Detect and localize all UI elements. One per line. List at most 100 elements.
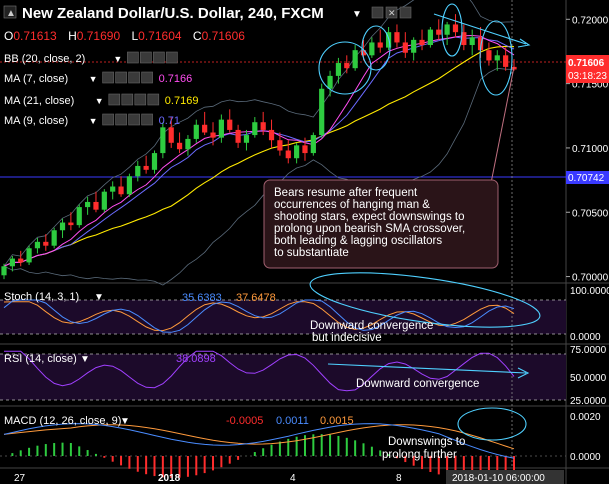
annotation-group xyxy=(309,3,541,441)
candle-body xyxy=(369,42,375,56)
indicator-tool-icon[interactable] xyxy=(141,113,153,126)
trend-arrow xyxy=(433,13,527,45)
indicator-tool-icon[interactable] xyxy=(166,51,178,64)
sub-axis-tick: 50.0000 xyxy=(570,373,607,384)
rsi-note: Downward convergence xyxy=(356,378,479,390)
rsi-band xyxy=(0,354,566,400)
svg-text:37.6478: 37.6478 xyxy=(236,292,276,304)
indicator-tool-icon[interactable] xyxy=(147,93,160,106)
annotation-circle xyxy=(441,3,463,57)
candle-body xyxy=(135,165,141,177)
indicator-tool-icon[interactable] xyxy=(153,51,165,64)
candle-body xyxy=(294,145,300,159)
svg-text:▼: ▼ xyxy=(80,354,90,365)
candle-body xyxy=(243,135,250,143)
candle-body xyxy=(227,119,233,130)
indicator-value: 0.7166 xyxy=(159,73,193,85)
indicator-label[interactable]: MA (7, close) xyxy=(4,73,68,85)
indicator-tool-icon[interactable] xyxy=(108,93,121,106)
candle-body xyxy=(335,63,342,76)
indicator-tool-icon[interactable] xyxy=(141,71,153,84)
candle-body xyxy=(43,241,49,246)
stoch-ellipse xyxy=(309,272,541,328)
sub-axis-tick: 75.0000 xyxy=(570,345,607,356)
marked-level-label: 0.70742 xyxy=(568,173,605,184)
indicator-tool-icon[interactable] xyxy=(128,113,140,126)
collapse-icon[interactable] xyxy=(3,5,17,19)
chevron-down-icon[interactable]: ▼ xyxy=(95,96,104,106)
candle-body xyxy=(444,24,450,35)
candle-body xyxy=(110,186,116,192)
candle-body xyxy=(477,37,484,51)
macd-line xyxy=(3,423,515,459)
candle-body xyxy=(202,124,208,133)
indicator-tool-icon[interactable] xyxy=(115,113,127,126)
sub-axis-tick: 0.0000 xyxy=(570,452,601,463)
sub-axis-tick: 100.0000 xyxy=(570,286,609,297)
candle-body xyxy=(360,50,367,56)
settings-icon[interactable] xyxy=(371,6,384,19)
indicator-tool-icon[interactable] xyxy=(140,51,152,64)
candle-body xyxy=(402,42,408,53)
price-tick: 0.72000 xyxy=(572,15,609,26)
candle-body xyxy=(210,132,216,138)
bb-lower-line xyxy=(3,67,515,286)
indicator-tool-icon[interactable] xyxy=(127,51,139,64)
countdown-label: 03:18:23 xyxy=(568,71,607,82)
indicator-label[interactable]: BB (20, close, 2) xyxy=(4,53,85,65)
candle-body xyxy=(51,230,57,246)
rsi-line xyxy=(4,350,515,392)
candle-body xyxy=(218,119,224,138)
rsi-arrow xyxy=(327,363,527,374)
indicator-tool-icon[interactable] xyxy=(115,71,127,84)
current-price-label: 0.71606 xyxy=(568,58,605,69)
price-tick: 0.71500 xyxy=(572,80,609,91)
svg-text:MACD (12, 26, close, 9): MACD (12, 26, close, 9) xyxy=(4,415,121,427)
candle-body xyxy=(185,138,191,150)
indicator-tool-icon[interactable] xyxy=(121,93,134,106)
candle-body xyxy=(277,140,283,151)
time-tick: 2018 xyxy=(158,473,181,484)
candle-body xyxy=(101,191,107,210)
candle-body xyxy=(436,29,442,35)
symbol-menu-icon[interactable]: ▼ xyxy=(352,9,362,20)
indicator-tool-icon[interactable] xyxy=(102,113,114,126)
candle-body xyxy=(235,129,241,143)
candle-body xyxy=(394,32,400,43)
candle-body xyxy=(18,258,24,263)
indicator-tool-icon[interactable] xyxy=(134,93,147,106)
candle-body xyxy=(352,50,358,69)
price-axis[interactable]: 0.72000 0.71500 0.71000 0.70500 0.70000 xyxy=(566,15,609,284)
candle-body xyxy=(344,63,350,69)
indicator-value: 0.71 xyxy=(159,115,180,127)
chevron-down-icon[interactable]: ▼ xyxy=(89,116,98,126)
chevron-down-icon[interactable]: ▼ xyxy=(113,54,122,64)
indicator-tool-icon[interactable] xyxy=(102,71,114,84)
symbol-title[interactable]: New Zealand Dollar/U.S. Dollar, 240, FXC… xyxy=(22,5,324,22)
svg-text:-0.0005: -0.0005 xyxy=(226,415,263,427)
candle-body xyxy=(302,145,308,154)
ohlc-row: O0.71613 H0.71690 L0.71604 C0.71606 xyxy=(4,29,245,43)
svg-text:▼: ▼ xyxy=(94,292,104,303)
candle-body xyxy=(26,248,32,263)
candle-body xyxy=(160,127,166,154)
sub-axis-tick: 0.0000 xyxy=(570,332,601,343)
rsi-legend: RSI (14, close) ▼ 38.0898 xyxy=(4,353,216,365)
stoch-legend: Stoch (14, 3, 1) ▼ 35.6383 37.6478 xyxy=(4,291,276,304)
indicator-label[interactable]: MA (9, close) xyxy=(4,115,68,127)
candle-body xyxy=(427,29,433,46)
bb-upper-line xyxy=(3,0,515,267)
time-axis[interactable]: 27 2018 4 8 xyxy=(14,473,402,484)
ma21-line xyxy=(3,45,515,267)
candle-body xyxy=(126,176,133,195)
close-icon[interactable] xyxy=(385,6,398,19)
indicator-tool-icon[interactable] xyxy=(128,71,140,84)
chevron-down-icon[interactable]: ▼ xyxy=(89,74,98,84)
indicator-label[interactable]: MA (21, close) xyxy=(4,95,74,107)
more-icon[interactable] xyxy=(399,6,412,19)
price-tick: 0.71000 xyxy=(572,144,609,155)
candle-body xyxy=(85,201,91,208)
candle-body xyxy=(310,135,316,154)
sub-axis-tick: 0.0020 xyxy=(570,412,601,423)
